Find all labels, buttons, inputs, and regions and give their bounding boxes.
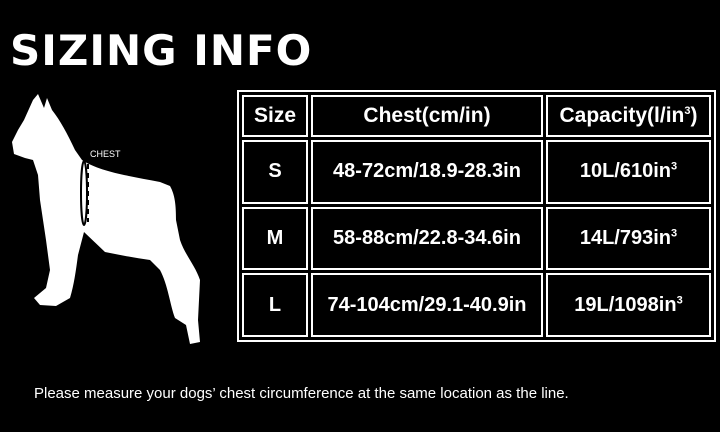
dog-silhouette-icon [12,94,200,344]
capacity-cell: 19L/1098in3 [546,273,711,337]
chest-cell: 48-72cm/18.9-28.3in [311,140,543,204]
header-capacity: Capacity(l/in3) [546,95,711,137]
capacity-value: 14L/793in [579,226,672,249]
sizing-table: Size Chest(cm/in) Capacity(l/in3) S 48-7… [237,90,716,342]
size-cell: S [242,140,308,204]
capacity-superscript: 3 [671,227,678,240]
capacity-value: 10L/610in [579,160,672,183]
capacity-superscript: 3 [671,160,678,173]
header-size: Size [242,95,308,137]
measurement-note: Please measure your dogs’ chest circumfe… [34,385,569,402]
size-cell: L [242,273,308,337]
table-header-row: Size Chest(cm/in) Capacity(l/in3) [242,95,711,137]
chest-cell: 58-88cm/22.8-34.6in [311,206,543,271]
header-chest: Chest(cm/in) [311,95,543,137]
size-cell: M [242,206,308,271]
capacity-superscript: 3 [676,294,683,306]
table-row: M 58-88cm/22.8-34.6in 14L/793in3 [242,206,711,271]
header-capacity-close: ) [690,104,698,127]
header-capacity-superscript: 3 [684,105,691,117]
capacity-value: 19L/1098in [574,293,677,316]
chest-label: CHEST [90,149,121,159]
page-title: SIZING INFO [10,26,313,75]
header-capacity-text: Capacity(l/in [559,104,685,127]
capacity-cell: 14L/793in3 [546,206,711,271]
capacity-cell: 10L/610in3 [546,140,711,204]
chest-cell: 74-104cm/29.1-40.9in [311,273,543,337]
table-row: L 74-104cm/29.1-40.9in 19L/1098in3 [242,273,711,337]
table-row: S 48-72cm/18.9-28.3in 10L/610in3 [242,140,711,204]
